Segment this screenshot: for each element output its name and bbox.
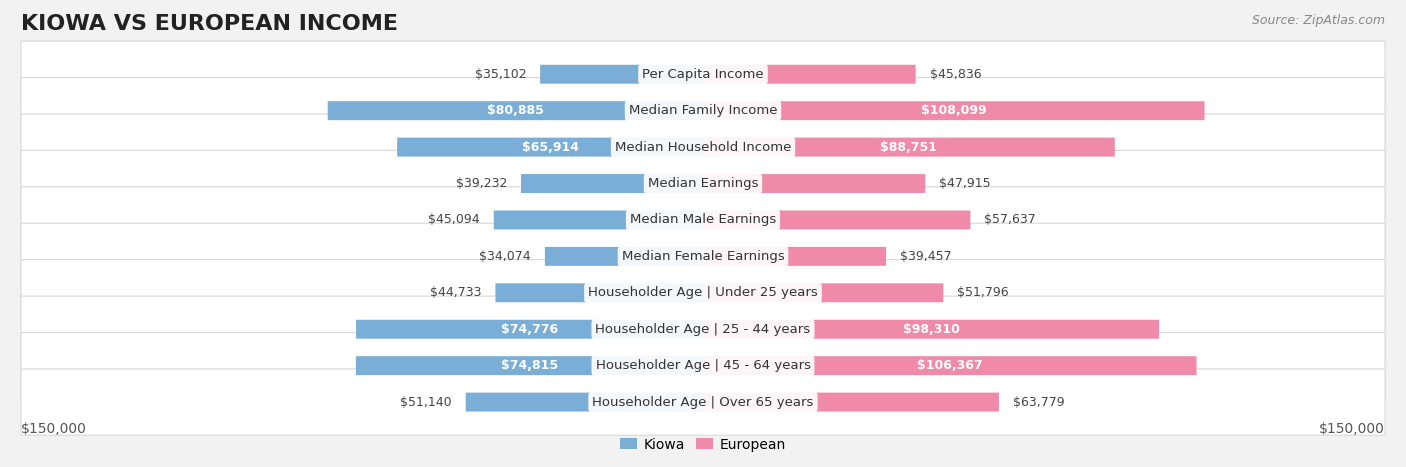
Text: $88,751: $88,751 bbox=[880, 141, 938, 154]
Legend: Kiowa, European: Kiowa, European bbox=[614, 432, 792, 457]
Text: $39,232: $39,232 bbox=[456, 177, 508, 190]
Text: Median Earnings: Median Earnings bbox=[648, 177, 758, 190]
FancyBboxPatch shape bbox=[703, 211, 970, 229]
FancyBboxPatch shape bbox=[546, 247, 703, 266]
Text: $35,102: $35,102 bbox=[475, 68, 526, 81]
FancyBboxPatch shape bbox=[21, 369, 1385, 435]
FancyBboxPatch shape bbox=[703, 65, 915, 84]
FancyBboxPatch shape bbox=[703, 101, 1205, 120]
Text: Householder Age | 45 - 64 years: Householder Age | 45 - 64 years bbox=[596, 359, 810, 372]
Text: $74,815: $74,815 bbox=[501, 359, 558, 372]
Text: $51,140: $51,140 bbox=[401, 396, 451, 409]
FancyBboxPatch shape bbox=[495, 283, 703, 302]
Text: $57,637: $57,637 bbox=[984, 213, 1036, 226]
Text: $65,914: $65,914 bbox=[522, 141, 579, 154]
FancyBboxPatch shape bbox=[703, 356, 1197, 375]
Text: Source: ZipAtlas.com: Source: ZipAtlas.com bbox=[1251, 14, 1385, 27]
Text: $74,776: $74,776 bbox=[501, 323, 558, 336]
Text: $63,779: $63,779 bbox=[1012, 396, 1064, 409]
Text: $108,099: $108,099 bbox=[921, 104, 987, 117]
Text: $150,000: $150,000 bbox=[1319, 422, 1385, 436]
Text: $106,367: $106,367 bbox=[917, 359, 983, 372]
FancyBboxPatch shape bbox=[21, 187, 1385, 253]
Text: Householder Age | Under 25 years: Householder Age | Under 25 years bbox=[588, 286, 818, 299]
FancyBboxPatch shape bbox=[21, 78, 1385, 144]
Text: $98,310: $98,310 bbox=[903, 323, 959, 336]
FancyBboxPatch shape bbox=[522, 174, 703, 193]
Text: KIOWA VS EUROPEAN INCOME: KIOWA VS EUROPEAN INCOME bbox=[21, 14, 398, 34]
FancyBboxPatch shape bbox=[703, 138, 1115, 156]
Text: Householder Age | 25 - 44 years: Householder Age | 25 - 44 years bbox=[595, 323, 811, 336]
Text: $80,885: $80,885 bbox=[486, 104, 544, 117]
FancyBboxPatch shape bbox=[703, 393, 998, 411]
Text: $45,094: $45,094 bbox=[429, 213, 479, 226]
Text: Median Household Income: Median Household Income bbox=[614, 141, 792, 154]
FancyBboxPatch shape bbox=[21, 150, 1385, 217]
Text: $51,796: $51,796 bbox=[957, 286, 1010, 299]
FancyBboxPatch shape bbox=[494, 211, 703, 229]
FancyBboxPatch shape bbox=[703, 320, 1159, 339]
Text: $39,457: $39,457 bbox=[900, 250, 952, 263]
FancyBboxPatch shape bbox=[21, 41, 1385, 107]
Text: $34,074: $34,074 bbox=[479, 250, 531, 263]
FancyBboxPatch shape bbox=[21, 260, 1385, 326]
FancyBboxPatch shape bbox=[21, 223, 1385, 290]
FancyBboxPatch shape bbox=[356, 356, 703, 375]
Text: $44,733: $44,733 bbox=[430, 286, 481, 299]
Text: Median Male Earnings: Median Male Earnings bbox=[630, 213, 776, 226]
FancyBboxPatch shape bbox=[703, 174, 925, 193]
FancyBboxPatch shape bbox=[21, 333, 1385, 399]
Text: Median Female Earnings: Median Female Earnings bbox=[621, 250, 785, 263]
Text: $47,915: $47,915 bbox=[939, 177, 991, 190]
FancyBboxPatch shape bbox=[21, 114, 1385, 180]
FancyBboxPatch shape bbox=[703, 283, 943, 302]
FancyBboxPatch shape bbox=[540, 65, 703, 84]
FancyBboxPatch shape bbox=[356, 320, 703, 339]
Text: Median Family Income: Median Family Income bbox=[628, 104, 778, 117]
Text: $45,836: $45,836 bbox=[929, 68, 981, 81]
FancyBboxPatch shape bbox=[328, 101, 703, 120]
FancyBboxPatch shape bbox=[21, 296, 1385, 362]
Text: Householder Age | Over 65 years: Householder Age | Over 65 years bbox=[592, 396, 814, 409]
FancyBboxPatch shape bbox=[465, 393, 703, 411]
Text: $150,000: $150,000 bbox=[21, 422, 87, 436]
FancyBboxPatch shape bbox=[396, 138, 703, 156]
FancyBboxPatch shape bbox=[703, 247, 886, 266]
Text: Per Capita Income: Per Capita Income bbox=[643, 68, 763, 81]
